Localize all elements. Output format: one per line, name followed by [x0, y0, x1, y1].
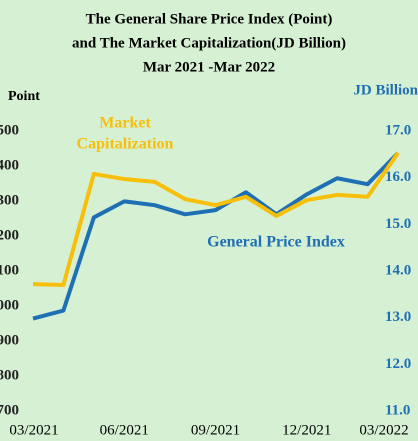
y-tick-label: 2200 — [0, 227, 19, 243]
x-tick-label: 03/2022 — [359, 422, 408, 438]
y2-tick-label: 11.0 — [385, 402, 410, 418]
y2-tick-label: 12.0 — [385, 356, 411, 372]
x-tick-label: 03/2021 — [9, 422, 58, 438]
x-tick-label: 06/2021 — [100, 422, 149, 438]
x-tick-label: 12/2021 — [282, 422, 331, 438]
data-line — [32, 151, 400, 321]
series-label: Market — [99, 115, 151, 132]
y-tick-label: 2100 — [0, 262, 19, 278]
y-tick-label: 1900 — [0, 332, 19, 348]
data-line — [32, 151, 400, 287]
y2-tick-label: 13.0 — [385, 309, 411, 325]
y-tick-label: 2400 — [0, 157, 19, 173]
chart-title: and The Market Capitalization(JD Billion… — [72, 35, 346, 51]
series-label: General Price Index — [207, 234, 345, 251]
chart-title: The General Share Price Index (Point) — [86, 11, 333, 27]
y-axis-label: Point — [8, 89, 40, 104]
y2-tick-label: 17.0 — [385, 122, 411, 138]
y-tick-label: 2000 — [0, 297, 19, 313]
chart-title: Mar 2021 -Mar 2022 — [143, 59, 275, 75]
y2-tick-label: 14.0 — [385, 262, 411, 278]
x-tick-label: 09/2021 — [191, 422, 240, 438]
y2-tick-label: 16.0 — [385, 169, 411, 185]
y-tick-label: 1800 — [0, 367, 19, 383]
y-tick-label: 2300 — [0, 192, 19, 208]
y2-tick-label: 15.0 — [385, 216, 411, 232]
y2-axis-label: JD Billion — [353, 82, 418, 98]
y-tick-label: 1700 — [0, 402, 19, 418]
y-tick-label: 2500 — [0, 122, 19, 138]
series-label: Capitalization — [77, 136, 174, 153]
